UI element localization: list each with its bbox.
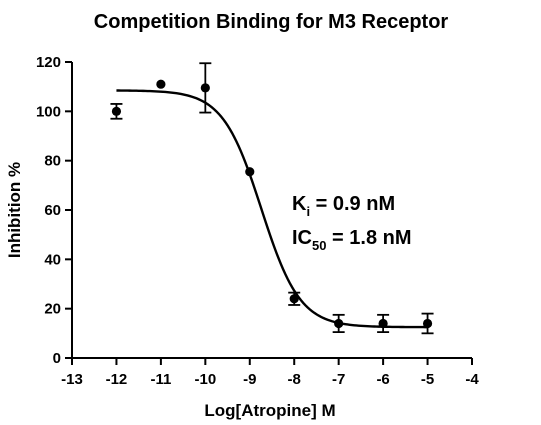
- x-axis-label: Log[Atropine] M: [204, 401, 335, 420]
- data-point: [334, 318, 344, 329]
- x-tick-label: -10: [194, 371, 216, 388]
- y-tick-label: 120: [36, 54, 61, 71]
- ki-symbol: K: [292, 193, 307, 215]
- x-tick-label: -8: [288, 371, 301, 388]
- x-tick-label: -11: [150, 371, 171, 388]
- x-tick-label: -5: [421, 371, 434, 388]
- x-tick-label: -6: [376, 371, 389, 388]
- chart-title: Competition Binding for M3 Receptor: [94, 11, 449, 33]
- y-tick-label: 80: [44, 153, 61, 170]
- y-tick-label: 40: [44, 251, 61, 268]
- axes: [71, 62, 472, 359]
- y-tick-label: 20: [44, 301, 61, 318]
- x-tick-label: -7: [332, 371, 345, 388]
- ki-subscript: i: [306, 204, 310, 219]
- y-tick-label: 0: [53, 350, 61, 367]
- data-points: [111, 79, 433, 329]
- x-tick-label: -13: [61, 371, 83, 388]
- data-point: [111, 106, 122, 116]
- fit-curve-group: [116, 89, 428, 329]
- annotations: Ki = 0.9 nM IC50 = 1.8 nM: [292, 193, 412, 253]
- data-point: [289, 294, 299, 304]
- data-point: [422, 318, 433, 329]
- ic50-subscript: 50: [312, 238, 326, 253]
- data-point: [156, 79, 166, 89]
- y-tick-label: 100: [36, 103, 61, 120]
- ticks: -13 -12 -11 -10 -9 -8 -7 -6 -5 -4 0 20 40 60 80 100 120: [36, 54, 479, 388]
- ic50-value: = 1.8 nM: [326, 227, 411, 249]
- y-axis-label: Inhibition %: [5, 162, 24, 258]
- ki-annotation: Ki = 0.9 nM: [292, 193, 395, 219]
- ki-value: = 0.9 nM: [310, 193, 395, 215]
- x-tick-label: -12: [106, 371, 128, 388]
- x-tick-label: -9: [243, 371, 256, 388]
- data-point: [378, 318, 388, 329]
- ic50-symbol: IC: [292, 227, 312, 249]
- data-point: [200, 83, 210, 93]
- data-point: [245, 167, 255, 177]
- ic50-annotation: IC50 = 1.8 nM: [292, 227, 412, 253]
- x-tick-label: -4: [465, 371, 479, 388]
- fit-curve: [116, 89, 428, 329]
- y-tick-label: 60: [44, 202, 61, 219]
